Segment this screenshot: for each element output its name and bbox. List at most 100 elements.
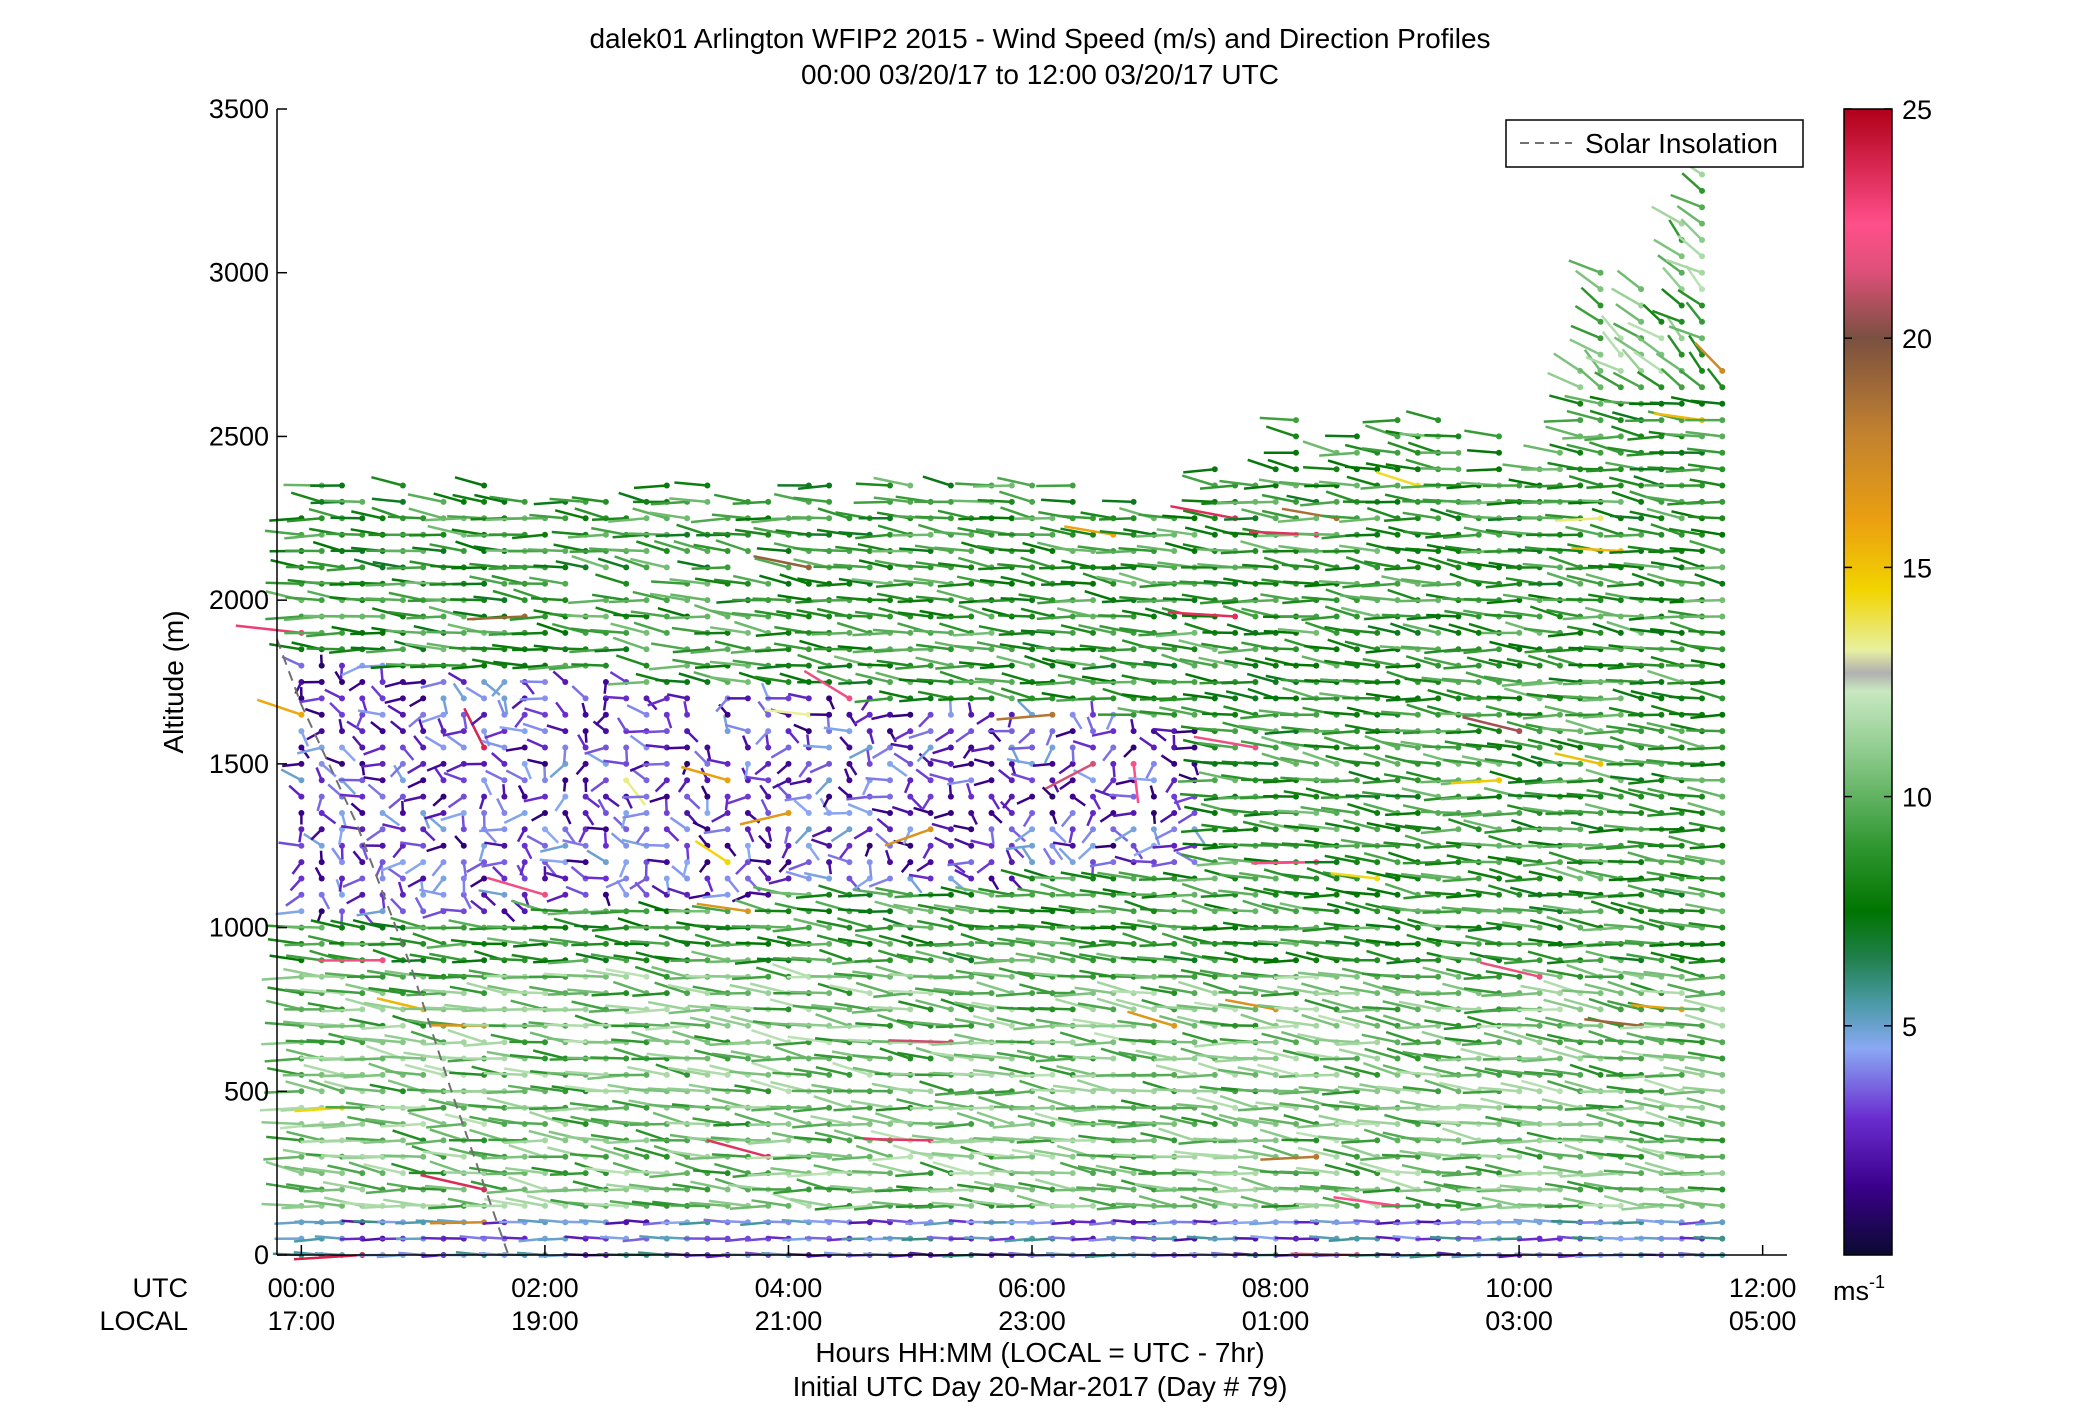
wind-barb-shaft: [486, 876, 546, 896]
wind-barb-dot: [1090, 728, 1096, 735]
wind-barb-shaft: [828, 1024, 870, 1029]
wind-barb-dot: [1353, 908, 1360, 915]
wind-barb-dot: [1252, 1153, 1259, 1160]
wind-barb-shaft: [852, 1115, 891, 1126]
wind-barb-dot: [785, 613, 792, 620]
wind-barb-dot: [1049, 711, 1056, 718]
wind-barb-dot: [1191, 515, 1198, 522]
wind-barb-dot: [521, 891, 528, 898]
wind-barb-dot: [947, 810, 954, 816]
wind-barb-dot: [1069, 842, 1076, 849]
wind-barb-shaft: [485, 1155, 525, 1160]
wind-barb-dot: [399, 1088, 406, 1095]
wind-barb-dot: [602, 728, 609, 735]
wind-barb-dot: [785, 679, 792, 685]
wind-barb-shaft: [346, 720, 363, 733]
wind-barb-shaft: [853, 1204, 891, 1211]
wind-barb-dot: [521, 842, 528, 849]
wind-barb-dot: [481, 679, 488, 685]
wind-barb-dot: [846, 1055, 853, 1062]
wind-barb-dot: [562, 875, 569, 882]
wind-barb-dot: [826, 760, 833, 767]
wind-barb-shaft: [1319, 1057, 1357, 1061]
wind-barb-shaft: [264, 1021, 302, 1028]
wind-barb-dot: [927, 728, 934, 735]
wind-barb-shaft: [777, 594, 809, 602]
wind-barb-shaft: [455, 540, 485, 553]
wind-barb-shaft: [645, 1024, 688, 1031]
wind-barb-dot: [704, 826, 711, 833]
wind-barb-dot: [1171, 613, 1178, 620]
wind-barb-dot: [684, 891, 691, 898]
wind-barb-dot: [602, 957, 609, 964]
wind-barb-shaft: [340, 1201, 383, 1208]
wind-barb-dot: [826, 793, 833, 800]
wind-barb-shaft: [788, 860, 810, 871]
wind-barb-dot: [298, 744, 305, 751]
wind-barb-shaft: [748, 1122, 789, 1127]
wind-barb-dot: [663, 826, 670, 833]
wind-barb-dot: [826, 1071, 833, 1078]
wind-barb-shaft: [796, 608, 830, 618]
wind-barb-shaft: [491, 681, 506, 698]
wind-barb-shaft: [469, 1128, 505, 1142]
wind-barb-shaft: [791, 516, 830, 520]
wind-barb-shaft: [706, 758, 728, 766]
wind-barb-shaft: [547, 991, 586, 996]
wind-barb-shaft: [1102, 499, 1134, 504]
wind-barb-shaft: [424, 1184, 464, 1191]
wind-barb-dot: [1191, 1022, 1198, 1029]
wind-barb-dot: [339, 679, 345, 685]
wind-barb-dot: [1171, 548, 1178, 554]
wind-barb-shaft: [1273, 975, 1317, 980]
wind-barb-dot: [846, 695, 853, 702]
wind-barb-shaft: [574, 507, 607, 520]
wind-barb-dot: [440, 1104, 447, 1111]
wind-barb-dot: [887, 482, 893, 489]
wind-barb-shaft: [426, 942, 464, 949]
wind-barb-dot: [765, 580, 772, 587]
wind-barb-dot: [866, 728, 873, 735]
wind-barb-shaft: [655, 678, 688, 684]
wind-barb-shaft: [732, 975, 769, 981]
wind-barb-shaft: [1320, 778, 1357, 784]
wind-barb-dot: [988, 1104, 995, 1111]
wind-barb-dot: [785, 629, 792, 636]
wind-barb-shaft: [527, 758, 546, 766]
wind-barb-shaft: [484, 841, 505, 847]
wind-barb-shaft: [447, 1028, 485, 1044]
wind-barb-shaft: [782, 1237, 809, 1242]
wind-barb-dot: [1353, 711, 1360, 718]
wind-barb-dot: [744, 990, 751, 997]
wind-barb-shaft: [793, 496, 830, 504]
wind-barb-dot: [988, 695, 995, 702]
wind-barb-dot: [1313, 662, 1320, 669]
wind-barb-shaft: [797, 484, 830, 491]
wind-barb-dot: [420, 728, 427, 735]
wind-barb-dot: [582, 1121, 589, 1127]
wind-barb-dot: [887, 957, 893, 964]
wind-barb-shaft: [647, 1038, 688, 1044]
wind-barb-shaft: [816, 934, 850, 946]
wind-barb-dot: [684, 990, 691, 997]
wind-barb-dot: [1029, 875, 1036, 882]
wind-barb-shaft: [1032, 1170, 1073, 1175]
wind-barb-dot: [399, 744, 406, 751]
wind-barb-shaft: [383, 1055, 424, 1060]
wind-barb-shaft: [772, 963, 810, 978]
wind-barb-dot: [704, 859, 711, 866]
wind-barb-dot: [501, 1039, 508, 1046]
wind-barb-shaft: [793, 1067, 830, 1077]
wind-barb-shaft: [528, 938, 566, 946]
wind-barb-dot: [562, 1137, 569, 1144]
wind-barb-dot: [521, 760, 528, 767]
wind-barb-shaft: [635, 1128, 668, 1142]
wind-barb-shaft: [696, 902, 749, 913]
wind-barb-shaft: [1202, 631, 1236, 635]
wind-barb-dot: [1313, 793, 1320, 800]
wind-barb-shaft: [357, 709, 383, 716]
wind-barb-dot: [866, 1121, 873, 1127]
wind-barb-shaft: [622, 811, 647, 819]
wind-barb-dot: [481, 498, 488, 505]
wind-barb-dot: [359, 924, 366, 931]
